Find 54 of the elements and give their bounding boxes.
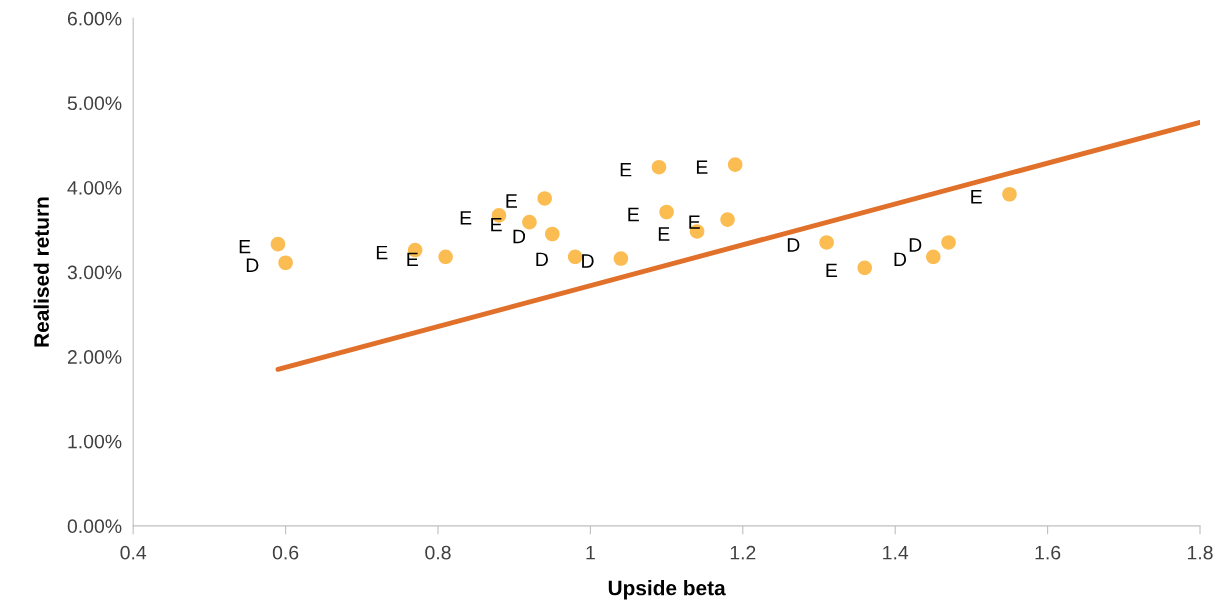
data-label: E — [696, 160, 708, 174]
y-tick-label: 1.00% — [68, 434, 122, 449]
point — [613, 251, 629, 266]
point — [545, 226, 560, 242]
data-label: E — [506, 194, 517, 208]
point — [567, 249, 583, 265]
point — [819, 235, 834, 250]
data-label: E — [460, 211, 472, 225]
x-tick-label: 1.4 — [883, 545, 909, 560]
point — [537, 191, 552, 206]
data-label: E — [376, 245, 388, 260]
x-tick-label: 1.6 — [1035, 545, 1061, 560]
point — [926, 249, 941, 265]
point — [941, 235, 956, 250]
data-label: E — [971, 190, 982, 204]
point — [720, 212, 735, 227]
data-label: E — [407, 252, 418, 267]
point — [270, 236, 286, 252]
x-tick-label: 1.8 — [1187, 545, 1213, 560]
y-tick-label: 6.00% — [67, 11, 122, 26]
data-label: D — [787, 238, 800, 252]
data-label: E — [689, 215, 700, 229]
point — [651, 159, 667, 175]
data-label: E — [658, 227, 670, 241]
y-tick-label: 5.00% — [67, 96, 122, 111]
point — [727, 157, 743, 172]
x-tick-label: 0.6 — [272, 545, 299, 560]
x-tick-label: 1 — [586, 545, 595, 560]
data-label: D — [909, 238, 922, 252]
data-label: D — [582, 254, 594, 268]
y-tick-label: 3.00% — [67, 265, 122, 280]
point — [438, 249, 453, 265]
data-label: E — [239, 239, 251, 254]
data-label: E — [628, 207, 639, 222]
y-tick-label: 4.00% — [67, 180, 122, 195]
data-label: E — [491, 217, 502, 232]
point — [278, 255, 293, 271]
data-label: D — [246, 258, 259, 272]
point — [522, 214, 537, 230]
x-tick-label: 0.8 — [425, 545, 451, 560]
data-label: D — [536, 252, 548, 267]
x-tick-label: 1.2 — [730, 545, 756, 560]
point — [857, 260, 873, 276]
data-label: E — [826, 263, 838, 278]
x-axis-title: Upside beta — [608, 580, 726, 600]
data-label: E — [620, 162, 632, 177]
y-tick-label: 0.00% — [67, 519, 122, 534]
point — [659, 204, 674, 220]
data-label: D — [513, 229, 526, 244]
x-tick-label: 0.4 — [120, 545, 147, 560]
point — [1002, 186, 1017, 202]
y-tick-label: 2.00% — [67, 350, 122, 364]
y-axis-title: Realised return — [33, 197, 49, 347]
data-label: D — [894, 252, 907, 267]
